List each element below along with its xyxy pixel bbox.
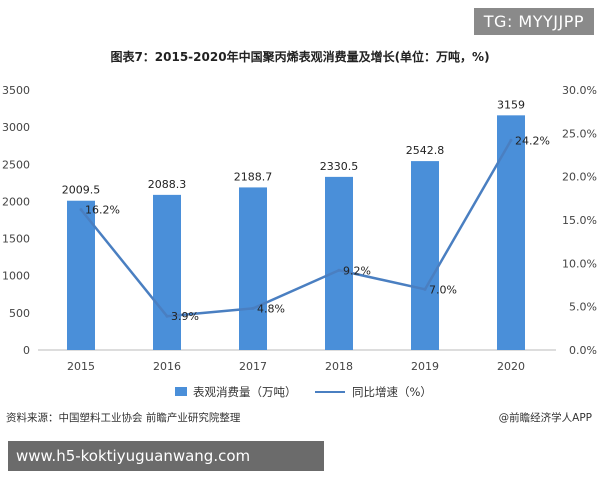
line-point	[509, 138, 513, 142]
line-point	[337, 268, 341, 272]
bar-value-label: 2009.5	[62, 184, 101, 197]
line-value-label: 7.0%	[429, 283, 457, 296]
y-right-tick-label: 10.0%	[562, 257, 597, 270]
y-right-tick-label: 25.0%	[562, 127, 597, 140]
line-point	[79, 208, 83, 212]
y-left-tick-label: 2500	[2, 158, 30, 171]
brand-note: @前瞻经济学人APP	[498, 412, 592, 424]
y-left-tick-label: 3500	[2, 84, 30, 97]
line-value-label: 16.2%	[85, 204, 120, 217]
y-right-tick-label: 20.0%	[562, 171, 597, 184]
line-value-label: 3.9%	[171, 310, 199, 323]
legend-bar-swatch	[175, 387, 187, 396]
line-point	[423, 287, 427, 291]
x-tick-label: 2018	[325, 360, 353, 373]
growth-rate-line	[80, 139, 513, 318]
legend-bar-label: 表观消费量（万吨）	[193, 385, 297, 399]
x-tick-label: 2016	[153, 360, 181, 373]
legend: 表观消费量（万吨） 同比增速（%）	[175, 385, 432, 399]
y-right-tick-label: 0.0%	[569, 344, 597, 357]
bar-2016	[153, 194, 181, 350]
bar-value-label: 2330.5	[320, 160, 359, 173]
line-value-label: 24.2%	[515, 134, 550, 147]
y-right-tick-label: 15.0%	[562, 214, 597, 227]
y-left-tick-label: 500	[9, 307, 30, 320]
bar-value-label: 2088.3	[148, 178, 187, 191]
x-tick-label: 2017	[239, 360, 267, 373]
line-point	[165, 314, 169, 318]
legend-line-label: 同比增速（%）	[352, 385, 432, 399]
x-tick-label: 2019	[411, 360, 439, 373]
y-left-tick-label: 1500	[2, 233, 30, 246]
y-left-tick-label: 3000	[2, 121, 30, 134]
x-tick-label: 2020	[497, 360, 525, 373]
line-value-label: 4.8%	[257, 302, 285, 315]
line-value-label: 9.2%	[343, 264, 371, 277]
bar-value-label: 2188.7	[234, 170, 273, 183]
bar-2015	[67, 200, 95, 350]
line-point	[251, 306, 255, 310]
watermark-badge: TG: MYYJJPP	[473, 8, 594, 35]
bar-value-label: 3159	[497, 98, 525, 111]
chart-title: 图表7：2015-2020年中国聚丙烯表观消费量及增长(单位：万吨，%)	[110, 50, 490, 64]
url-banner: www.h5-koktiyuguanwang.com	[8, 441, 324, 471]
source-note: 资料来源：中国塑料工业协会 前瞻产业研究院整理	[6, 412, 241, 424]
bar-2018	[325, 176, 353, 350]
x-tick-label: 2015	[67, 360, 95, 373]
bar-2020	[497, 115, 525, 351]
bar-value-label: 2542.8	[406, 144, 445, 157]
y-left-tick-label: 0	[23, 344, 30, 357]
y-left-tick-label: 2000	[2, 195, 30, 208]
y-right-tick-label: 5.0%	[569, 301, 597, 314]
y-left-tick-label: 1000	[2, 270, 30, 283]
y-right-tick-label: 30.0%	[562, 84, 597, 97]
bar-2019	[411, 161, 439, 350]
bar-2017	[239, 187, 267, 350]
